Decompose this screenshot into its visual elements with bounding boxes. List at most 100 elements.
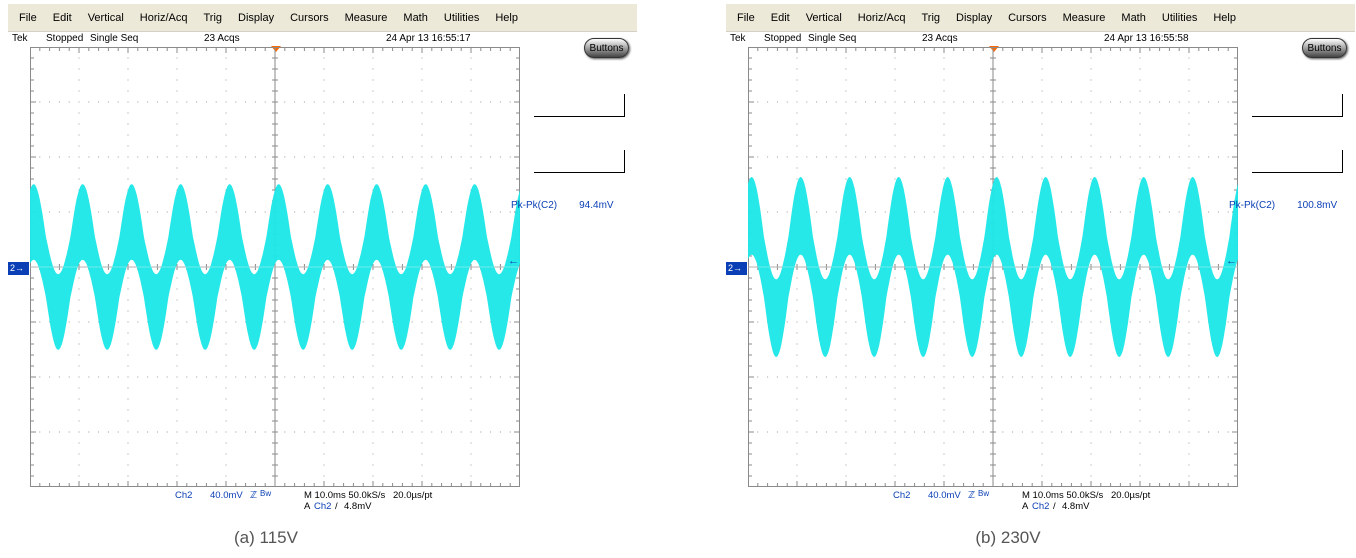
menu-cursors[interactable]: Cursors [290, 11, 329, 24]
grid-dot [68, 431, 70, 433]
grid-dot [825, 431, 827, 433]
datetime: 24 Apr 13 16:55:17 [386, 33, 471, 44]
grid-dot [294, 156, 296, 158]
grid-dot [176, 299, 178, 301]
grid-dot [825, 211, 827, 213]
menu-math[interactable]: Math [1121, 11, 1146, 24]
grid-dot [205, 156, 207, 158]
grid-dot [1090, 310, 1092, 312]
grid-dot [372, 123, 374, 125]
trigger-position-marker [989, 46, 999, 52]
grid-dot [127, 409, 129, 411]
grid-dot [127, 79, 129, 81]
grid-dot [127, 376, 129, 378]
grid-dot [127, 134, 129, 136]
grid-dot [323, 277, 325, 279]
grid-dot [107, 101, 109, 103]
menu-math[interactable]: Math [403, 11, 428, 24]
grid-dot [470, 68, 472, 70]
caption-a: (a) 115V [234, 528, 298, 547]
grid-dot [235, 156, 237, 158]
grid-dot [1041, 156, 1043, 158]
grid-dot [372, 354, 374, 356]
grid-dot [421, 332, 423, 334]
grid-dot [225, 156, 227, 158]
grid-dot [176, 178, 178, 180]
menu-help[interactable]: Help [495, 11, 518, 24]
grid-dot [1090, 299, 1092, 301]
grid-dot [509, 431, 511, 433]
grid-dot [382, 376, 384, 378]
menu-file[interactable]: File [737, 11, 755, 24]
grid-dot [441, 211, 443, 213]
grid-dot [186, 156, 188, 158]
menu-display[interactable]: Display [956, 11, 993, 24]
grid-dot [894, 409, 896, 411]
grid-dot [460, 376, 462, 378]
grid-dot [1041, 343, 1043, 345]
grid-dot [1227, 321, 1229, 323]
menu-horiz-acq[interactable]: Horiz/Acq [139, 11, 188, 24]
menu-trig[interactable]: Trig [921, 11, 941, 24]
menu-edit[interactable]: Edit [52, 11, 72, 24]
grid-dot [421, 156, 423, 158]
grid-dot [156, 101, 158, 103]
grid-dot [943, 288, 945, 290]
menu-measure[interactable]: Measure [1062, 11, 1106, 24]
grid-dot [796, 156, 798, 158]
grid-dot [127, 156, 129, 158]
trigger-level: 4.8mV [1062, 501, 1090, 512]
buttons-toggle-button[interactable]: Buttons [584, 38, 629, 58]
grid-dot [68, 376, 70, 378]
grid-dot [1041, 431, 1043, 433]
grid-dot [796, 299, 798, 301]
menu-utilities[interactable]: Utilities [1161, 11, 1198, 24]
grid-dot [796, 112, 798, 114]
grid-dot [816, 376, 818, 378]
grid-dot [1178, 156, 1180, 158]
grid-dot [392, 376, 394, 378]
grid-dot [490, 101, 492, 103]
grid-dot [176, 101, 178, 103]
menu-edit[interactable]: Edit [770, 11, 790, 24]
grid-dot [254, 101, 256, 103]
bandwidth-limit-icon: ℤ [968, 490, 976, 501]
grid-dot [1188, 288, 1190, 290]
status-line: Tek Stopped Single Seq 23 Acqs 24 Apr 13… [8, 33, 637, 47]
menu-file[interactable]: File [19, 11, 37, 24]
grid-dot [470, 112, 472, 114]
grid-dot [845, 299, 847, 301]
grid-dot [1217, 376, 1219, 378]
grid-dot [1139, 453, 1141, 455]
grid-dot [225, 387, 227, 389]
grid-dot [78, 156, 80, 158]
menu-cursors[interactable]: Cursors [1008, 11, 1047, 24]
grid-dot [470, 376, 472, 378]
menu-horiz-acq[interactable]: Horiz/Acq [857, 11, 906, 24]
grid-dot [411, 101, 413, 103]
grid-dot [845, 90, 847, 92]
menu-vertical[interactable]: Vertical [805, 11, 842, 24]
menu-display[interactable]: Display [238, 11, 275, 24]
buttons-toggle-button[interactable]: Buttons [1302, 38, 1347, 58]
menu-vertical[interactable]: Vertical [87, 11, 124, 24]
grid-dot [943, 167, 945, 169]
grid-dot [156, 211, 158, 213]
grid-dot [1041, 68, 1043, 70]
menu-measure[interactable]: Measure [344, 11, 388, 24]
grid-dot [225, 178, 227, 180]
pk-pk-measurement: Pk-Pk(C2) 94.4mV [511, 200, 614, 211]
grid-dot [470, 365, 472, 367]
graticule-display [30, 47, 520, 487]
grid-dot [1100, 101, 1102, 103]
menu-utilities[interactable]: Utilities [443, 11, 480, 24]
menu-help[interactable]: Help [1213, 11, 1236, 24]
grid-dot [904, 101, 906, 103]
grid-dot [1090, 123, 1092, 125]
grid-dot [1031, 101, 1033, 103]
grid-dot [1178, 376, 1180, 378]
grid-dot [1149, 156, 1151, 158]
grid-dot [225, 420, 227, 422]
grid-dot [1139, 398, 1141, 400]
menu-trig[interactable]: Trig [203, 11, 223, 24]
